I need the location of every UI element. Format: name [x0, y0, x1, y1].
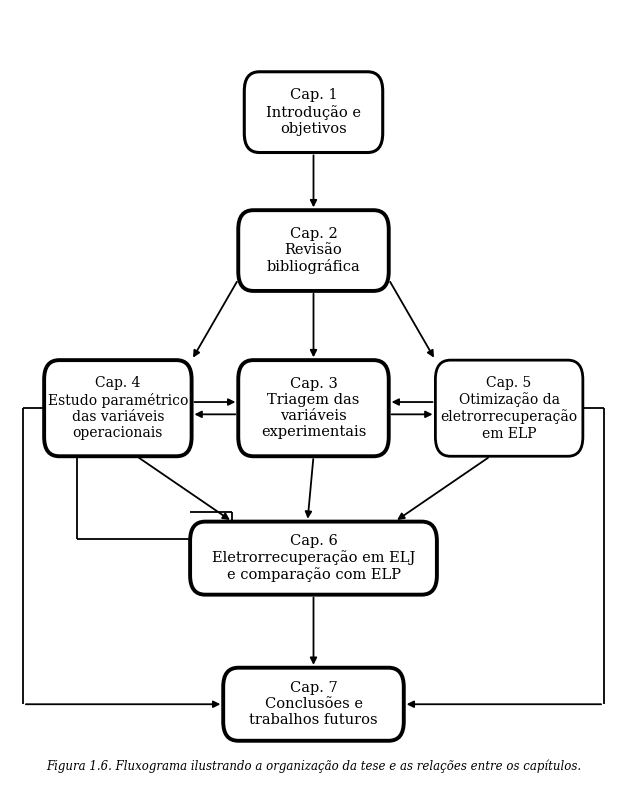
Text: Figura 1.6. Fluxograma ilustrando a organização da tese e as relações entre os c: Figura 1.6. Fluxograma ilustrando a orga… [46, 760, 581, 774]
FancyBboxPatch shape [190, 521, 437, 594]
FancyBboxPatch shape [245, 72, 382, 152]
FancyBboxPatch shape [238, 360, 389, 457]
Text: Cap. 4
Estudo paramétrico
das variáveis
operacionais: Cap. 4 Estudo paramétrico das variáveis … [48, 376, 188, 440]
FancyBboxPatch shape [238, 210, 389, 291]
FancyBboxPatch shape [223, 668, 404, 741]
Text: Cap. 7
Conclusões e
trabalhos futuros: Cap. 7 Conclusões e trabalhos futuros [249, 681, 378, 727]
FancyBboxPatch shape [435, 360, 583, 457]
Text: Cap. 2
Revisão
bibliográfica: Cap. 2 Revisão bibliográfica [266, 227, 361, 275]
Text: Cap. 3
Triagem das
variáveis
experimentais: Cap. 3 Triagem das variáveis experimenta… [261, 377, 366, 440]
FancyBboxPatch shape [44, 360, 192, 457]
Text: Cap. 1
Introdução e
objetivos: Cap. 1 Introdução e objetivos [266, 88, 361, 136]
Text: Cap. 5
Otimização da
eletrorrecuperação
em ELP: Cap. 5 Otimização da eletrorrecuperação … [441, 376, 577, 441]
Text: Cap. 6
Eletrorrecuperação em ELJ
e comparação com ELP: Cap. 6 Eletrorrecuperação em ELJ e compa… [212, 534, 415, 582]
